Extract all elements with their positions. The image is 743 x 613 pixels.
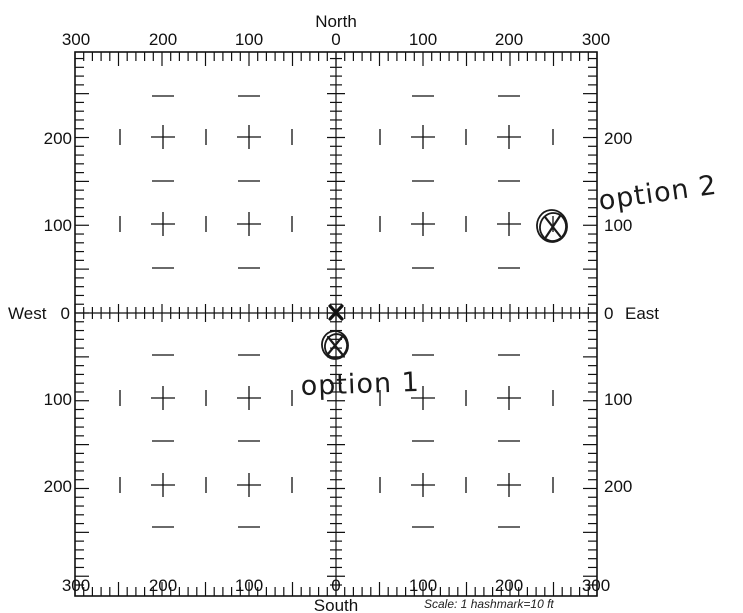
right-label: 200 bbox=[604, 129, 632, 148]
left-axis-labels: 200 100 0 100 200 bbox=[44, 129, 72, 496]
bottom-label: 200 bbox=[495, 576, 523, 595]
top-label: 200 bbox=[495, 30, 523, 49]
scale-note: Scale: 1 hashmark=10 ft bbox=[424, 597, 554, 611]
option-1-marker bbox=[321, 330, 349, 360]
option-2-marker bbox=[536, 209, 568, 243]
top-label: 200 bbox=[149, 30, 177, 49]
south-label: South bbox=[314, 596, 358, 613]
bottom-axis-labels: 300 200 100 0 100 200 300 bbox=[62, 576, 610, 595]
left-label: 0 bbox=[61, 304, 70, 323]
top-label: 0 bbox=[331, 30, 340, 49]
west-label: West bbox=[8, 304, 47, 323]
bottom-label: 100 bbox=[235, 576, 263, 595]
right-label: 100 bbox=[604, 390, 632, 409]
origin-x-marker bbox=[328, 304, 344, 321]
hashmark-ticks bbox=[74, 52, 598, 596]
option-1-label: option 1 bbox=[300, 367, 420, 402]
right-label: 0 bbox=[604, 304, 613, 323]
top-label: 300 bbox=[582, 30, 610, 49]
grid-crosses bbox=[119, 95, 554, 528]
east-label: East bbox=[625, 304, 659, 323]
left-label: 100 bbox=[44, 390, 72, 409]
left-label: 200 bbox=[44, 477, 72, 496]
right-label: 200 bbox=[604, 477, 632, 496]
north-label: North bbox=[315, 12, 357, 31]
top-axis-labels: 300 200 100 0 100 200 300 bbox=[62, 30, 610, 49]
right-axis-labels: 200 100 0 100 200 bbox=[604, 129, 632, 496]
left-label: 100 bbox=[44, 216, 72, 235]
top-label: 100 bbox=[235, 30, 263, 49]
left-label: 200 bbox=[44, 129, 72, 148]
bottom-label: 300 bbox=[582, 576, 610, 595]
bottom-label: 300 bbox=[62, 576, 90, 595]
bottom-label: 100 bbox=[409, 576, 437, 595]
top-label: 300 bbox=[62, 30, 90, 49]
option-2-label: option 2 bbox=[597, 170, 719, 217]
right-label: 100 bbox=[604, 216, 632, 235]
top-label: 100 bbox=[409, 30, 437, 49]
bottom-label: 200 bbox=[149, 576, 177, 595]
bottom-label: 0 bbox=[331, 576, 340, 595]
